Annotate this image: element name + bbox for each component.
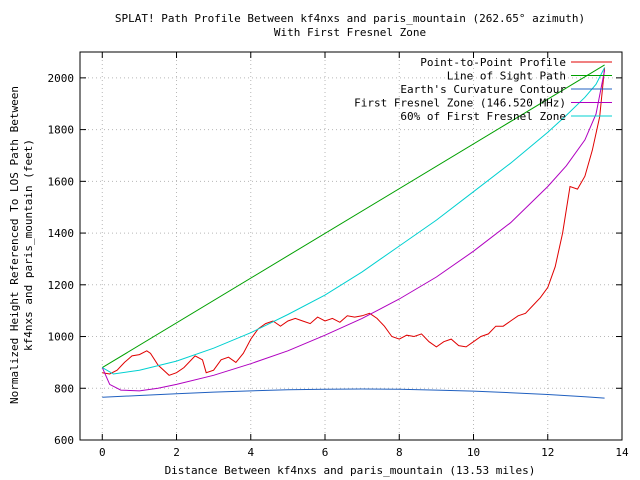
series-line-3 [102,388,605,399]
chart-subtitle: With First Fresnel Zone [274,26,426,39]
legend-label-2: Line of Sight Path [447,70,566,83]
legend-label-4: First Fresnel Zone (146.520 MHz) [354,97,566,110]
legend-label-1: Point-to-Point Profile [420,56,566,69]
x-tick-label: 0 [99,446,106,459]
x-tick-label: 6 [322,446,329,459]
series-line-2 [102,64,605,369]
x-tick-label: 12 [541,446,554,459]
y-tick-label: 1000 [48,331,75,344]
chart-title: SPLAT! Path Profile Between kf4nxs and p… [115,12,585,25]
y-tick-label: 1600 [48,175,75,188]
x-axis-label: Distance Between kf4nxs and paris_mounta… [165,464,536,477]
y-tick-label: 2000 [48,72,75,85]
x-tick-label: 8 [396,446,403,459]
legend-label-5: 60% of First Fresnel Zone [400,110,566,123]
y-tick-label: 1200 [48,279,75,292]
y-tick-label: 800 [54,382,74,395]
y-axis-label-line1: Normalized Height Referenced To LOS Path… [8,86,21,404]
series-lines [101,64,606,399]
x-tick-label: 10 [467,446,480,459]
series-line-4 [101,70,606,392]
y-tick-label: 1800 [48,124,75,137]
y-tick-label: 1400 [48,227,75,240]
x-tick-label: 4 [247,446,254,459]
series-line-1 [102,67,606,376]
x-tick-label: 2 [173,446,180,459]
x-tick-label: 14 [615,446,629,459]
legend-label-3: Earth's Curvature Contour [400,83,566,96]
plot-frame [79,51,623,441]
series-line-5 [102,67,606,375]
y-axis-label-line2: kf4nxs and paris_mountain (feet) [22,139,35,351]
y-tick-label: 600 [54,434,74,447]
